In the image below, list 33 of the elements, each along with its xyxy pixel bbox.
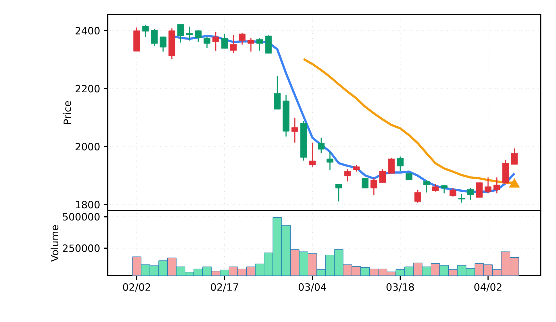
- candlestick: [160, 36, 167, 52]
- y-tick-label: 2400: [76, 27, 100, 35]
- y-tick-label: 1800: [76, 201, 100, 209]
- candlestick: [221, 34, 228, 50]
- x-tick-label: 02/17: [211, 283, 238, 292]
- x-tick-label: 02/02: [123, 283, 150, 292]
- y-axis-title: Volume: [50, 225, 59, 262]
- y-tick-label: 2200: [76, 85, 100, 93]
- y-tick-label: 2000: [76, 143, 100, 151]
- candlestick: [309, 142, 316, 168]
- candlestick: [204, 36, 211, 49]
- candlestick: [370, 178, 378, 196]
- candlestick: [467, 188, 474, 201]
- candlestick: [476, 182, 483, 198]
- candlestick: [344, 168, 352, 182]
- x-tick-label: 03/18: [386, 283, 414, 292]
- candlestick: [414, 190, 422, 204]
- y-tick-label: 500000: [63, 213, 100, 221]
- candlestick: [336, 184, 342, 202]
- y-axis-title: Price: [64, 101, 72, 124]
- candlestick: [212, 32, 220, 52]
- candlestick: [362, 178, 369, 189]
- candlestick: [326, 152, 334, 171]
- candlestick: [318, 137, 325, 154]
- candlestick: [134, 27, 140, 52]
- candlestick: [230, 34, 237, 54]
- candlestick: [274, 76, 281, 110]
- candlestick: [423, 180, 430, 194]
- candlestick: [397, 156, 404, 172]
- y-tick-label: 250000: [63, 244, 100, 252]
- x-tick-label: 04/02: [474, 283, 502, 292]
- candlestick: [292, 117, 298, 144]
- x-tick-label: 03/04: [298, 283, 326, 292]
